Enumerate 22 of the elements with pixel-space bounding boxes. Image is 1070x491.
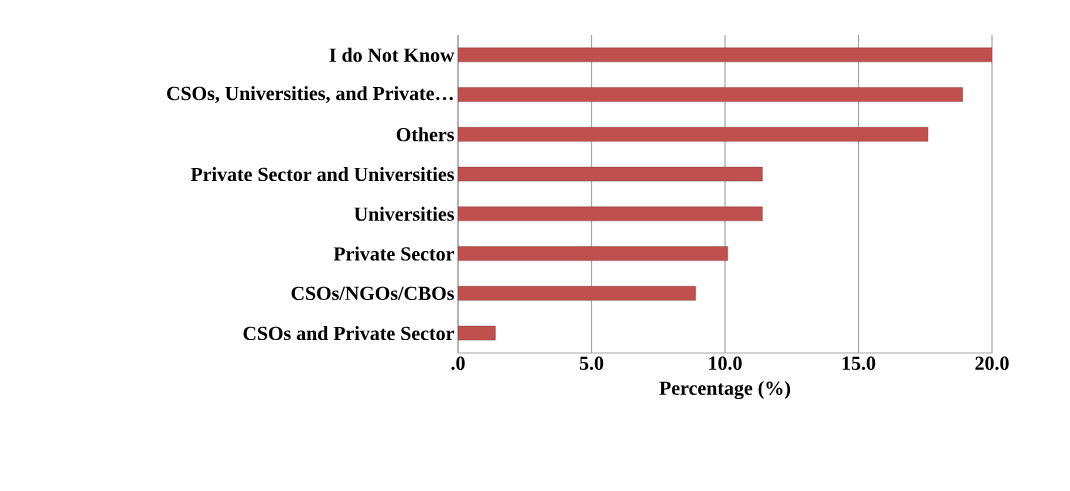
y-tick-label: CSOs/NGOs/CBOs [291,286,454,301]
y-tick-label: Private Sector [333,246,455,261]
bar [458,286,696,301]
x-tick-label: 10.0 [709,356,742,371]
bar [458,127,929,142]
y-tick-label: Private Sector and Universities [190,167,454,182]
x-axis-title: Percentage (%) [659,380,791,400]
y-tick-label: CSOs, Universities, and Private… [167,86,453,104]
bar [458,246,728,261]
bar [458,166,763,182]
y-tick-label: CSOs and Private Sector [243,326,455,341]
bar [458,325,496,341]
bar [458,206,763,222]
y-tick-label: Universities [354,206,455,221]
y-tick-label: I do Not Know [329,47,455,62]
x-tick-label: .0 [451,356,465,371]
y-tick-label: Others [396,127,455,142]
bar [458,47,993,63]
x-tick-label: 15.0 [842,356,876,371]
x-tick-label: 20.0 [975,356,1009,371]
bar [458,87,963,102]
x-tick-label: 5.0 [579,356,604,371]
